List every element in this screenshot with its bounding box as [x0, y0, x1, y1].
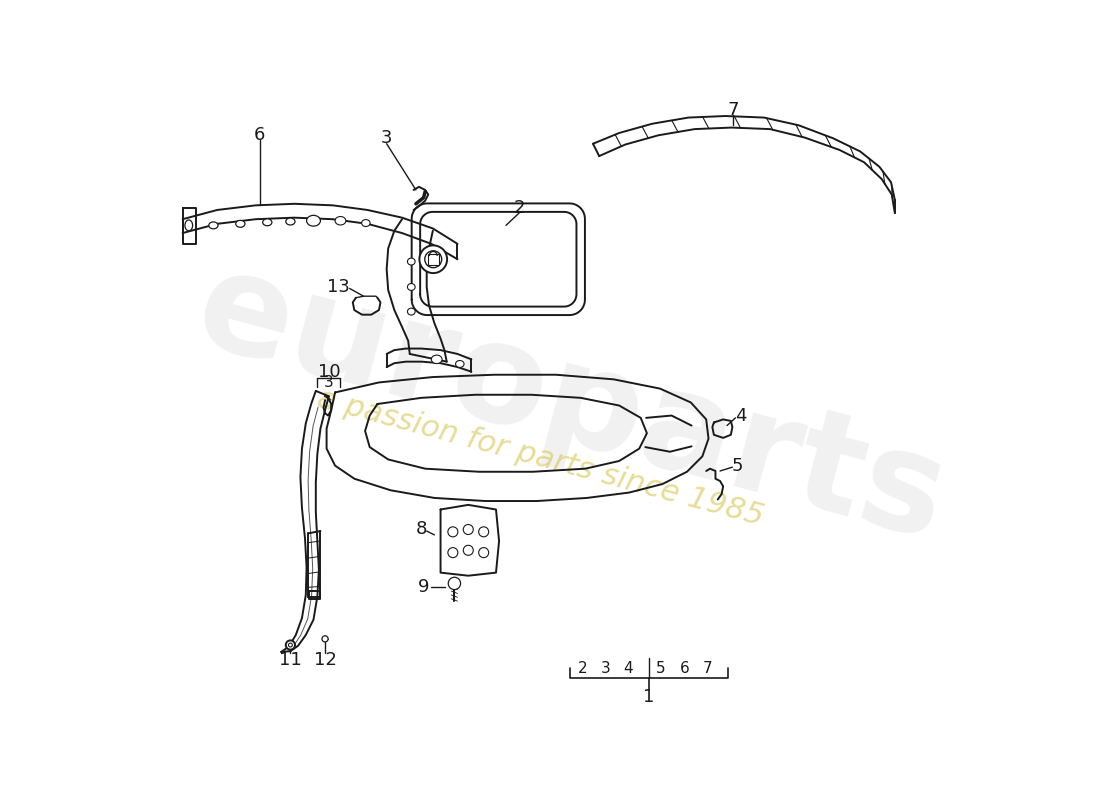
Ellipse shape: [431, 355, 442, 363]
Text: 3: 3: [381, 130, 393, 147]
Ellipse shape: [322, 636, 328, 642]
Ellipse shape: [448, 548, 458, 558]
Ellipse shape: [463, 525, 473, 534]
Text: a passion for parts since 1985: a passion for parts since 1985: [315, 384, 767, 531]
Text: 13: 13: [328, 278, 350, 296]
Ellipse shape: [307, 215, 320, 226]
Text: 3: 3: [601, 661, 610, 676]
Ellipse shape: [235, 220, 245, 227]
Ellipse shape: [419, 246, 447, 273]
Text: 6: 6: [680, 661, 689, 676]
Text: 2: 2: [514, 198, 525, 217]
Bar: [428, 254, 439, 265]
Text: 9: 9: [418, 578, 429, 596]
Text: europarts: europarts: [183, 239, 960, 569]
Text: 5: 5: [657, 661, 665, 676]
Text: 1: 1: [644, 688, 654, 706]
Text: 4: 4: [735, 406, 747, 425]
Text: 8: 8: [416, 520, 427, 538]
Text: 7: 7: [703, 661, 712, 676]
Ellipse shape: [455, 361, 464, 367]
Text: 7: 7: [727, 101, 739, 119]
Ellipse shape: [407, 258, 415, 265]
Ellipse shape: [448, 527, 458, 537]
Ellipse shape: [263, 219, 272, 226]
Ellipse shape: [478, 527, 488, 537]
Ellipse shape: [362, 219, 370, 226]
Ellipse shape: [407, 283, 415, 290]
Ellipse shape: [449, 578, 461, 590]
Ellipse shape: [336, 217, 345, 225]
Text: 3: 3: [324, 375, 333, 390]
Text: 11: 11: [279, 650, 301, 669]
Ellipse shape: [463, 546, 473, 555]
Text: 5: 5: [732, 457, 742, 474]
Ellipse shape: [407, 308, 415, 315]
Text: 10: 10: [318, 362, 340, 381]
Ellipse shape: [286, 640, 295, 650]
Ellipse shape: [478, 548, 488, 558]
Text: 12: 12: [314, 650, 337, 669]
Text: 4: 4: [624, 661, 634, 676]
Ellipse shape: [288, 643, 293, 647]
Text: 6: 6: [254, 126, 265, 143]
Ellipse shape: [286, 218, 295, 225]
Ellipse shape: [209, 222, 218, 229]
Text: 2: 2: [578, 661, 587, 676]
Ellipse shape: [185, 220, 192, 230]
